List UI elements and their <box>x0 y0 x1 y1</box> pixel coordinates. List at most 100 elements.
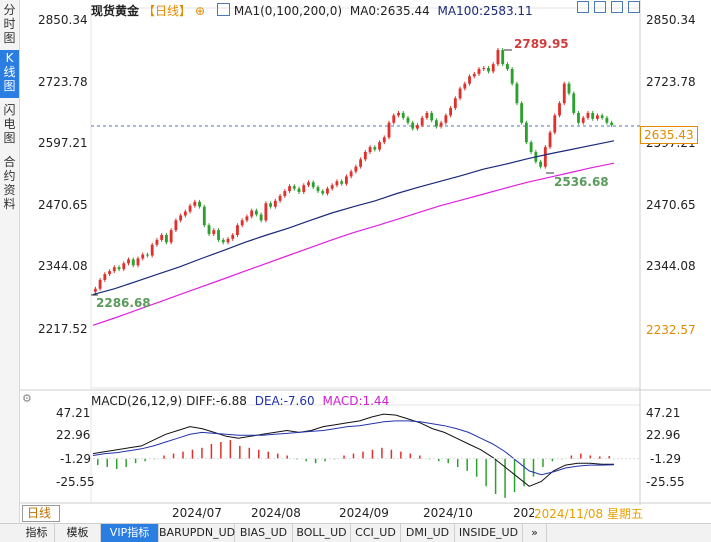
right-tick-4: 2344.08 <box>646 259 696 273</box>
candle <box>93 288 97 292</box>
macd-value: MACD:1.44 <box>322 394 390 408</box>
tab-contract-info[interactable]: 合约资料 <box>3 155 16 211</box>
tab-bias[interactable]: BIAS_UD <box>235 524 293 542</box>
ma0-label: MA0:2635.44 <box>349 4 430 18</box>
macd-settings-icon[interactable]: ⚙ <box>22 392 32 405</box>
y-tick-4: 2344.08 <box>38 259 88 273</box>
x-label-1: 2024/08 <box>251 506 301 520</box>
candle <box>307 182 310 186</box>
candle <box>506 64 509 69</box>
low1-annotation: 2286.68 <box>96 296 151 310</box>
period-label[interactable]: 【日线】 <box>143 4 192 18</box>
candle <box>373 147 377 150</box>
candle <box>236 225 239 236</box>
candle <box>335 181 339 186</box>
candle <box>363 152 367 160</box>
candle <box>212 230 216 235</box>
tab-timeshare[interactable]: 分时图 <box>3 3 16 45</box>
x-label-0: 2024/07 <box>172 506 222 520</box>
candle <box>430 112 434 121</box>
zoom-in-icon[interactable] <box>577 1 589 13</box>
candle <box>482 68 486 70</box>
candle <box>164 235 168 243</box>
tab-flash[interactable]: 闪电图 <box>3 103 16 145</box>
right-arrow-icon[interactable] <box>628 1 640 13</box>
candle <box>183 211 187 216</box>
candle <box>160 235 164 240</box>
candle <box>259 214 263 221</box>
macd-dea-line <box>92 420 615 476</box>
candle <box>397 112 400 116</box>
tab-cci[interactable]: CCI_UD <box>351 524 401 542</box>
y-tick-3: 2470.65 <box>38 198 88 212</box>
candle <box>349 171 353 177</box>
candle <box>98 279 102 289</box>
tab-inside[interactable]: INSIDE_UD <box>455 524 523 542</box>
candle <box>468 76 471 84</box>
tab-vip-indicators[interactable]: VIP指标 <box>101 524 159 542</box>
candle <box>401 112 405 118</box>
candle <box>179 215 183 221</box>
tab-barupdn[interactable]: BARUPDN_UD <box>159 524 235 542</box>
moving-averages-group <box>92 140 615 326</box>
macd-y-tick-2: -1.29 <box>60 452 91 466</box>
bottom-tab-bar: 指标 模板 VIP指标 BARUPDN_UD BIAS_UD BOLL_UD C… <box>0 523 711 542</box>
y-tick-1: 2723.78 <box>38 75 88 89</box>
left-arrow-icon[interactable] <box>611 1 623 13</box>
candle <box>553 115 557 133</box>
macd-legend: MACD(26,12,9) DIFF:-6.88 DEA:-7.60 MACD:1… <box>91 394 393 408</box>
candle <box>472 73 476 77</box>
zoom-out-icon[interactable] <box>594 1 606 13</box>
candle <box>444 115 448 123</box>
candle <box>434 120 438 127</box>
ma-settings-icon[interactable]: ⊕ <box>195 4 206 18</box>
macd-y-tick-1: 22.96 <box>56 428 90 442</box>
candle <box>529 142 533 153</box>
candle <box>193 201 197 206</box>
candle <box>117 267 121 270</box>
candle <box>103 274 107 280</box>
candle <box>278 195 282 201</box>
more-tabs-icon[interactable]: » <box>523 524 547 542</box>
candle <box>112 267 116 272</box>
candle <box>416 125 419 129</box>
tab-indicators[interactable]: 指标 <box>19 524 55 542</box>
candle <box>108 271 111 275</box>
candle <box>524 122 528 143</box>
candle <box>292 186 296 189</box>
instrument-name: 现货黄金 <box>91 4 140 18</box>
candle <box>439 122 443 127</box>
tab-kline[interactable]: K线图 <box>0 50 19 98</box>
candle <box>605 117 609 123</box>
candle <box>297 188 301 193</box>
ma100-label: MA100:2583.11 <box>437 4 533 18</box>
candle <box>539 161 543 167</box>
candle <box>311 182 315 188</box>
candle <box>254 210 258 215</box>
ma-label: MA1(0,100,200,0) <box>233 4 343 18</box>
macd-group <box>92 413 640 498</box>
ma100-line <box>92 140 615 296</box>
period-selector[interactable]: 日线▲ <box>22 505 60 535</box>
y-tick-5: 2217.52 <box>38 322 88 336</box>
macd-right-tick-1: 22.96 <box>646 428 680 442</box>
ma-config-icon[interactable] <box>216 3 230 16</box>
candle <box>453 98 457 109</box>
candle <box>221 239 225 243</box>
candle <box>577 112 580 123</box>
candle <box>359 159 363 167</box>
macd-y-tick-3: -25.55 <box>56 475 95 489</box>
candle <box>501 49 505 65</box>
tab-dmi[interactable]: DMI_UD <box>401 524 455 542</box>
candle <box>548 132 552 148</box>
candle <box>340 181 344 184</box>
candle <box>586 112 590 118</box>
current-price-tag: 2635.43 <box>640 126 698 144</box>
tab-templates[interactable]: 模板 <box>55 524 101 542</box>
tab-boll[interactable]: BOLL_UD <box>293 524 351 542</box>
low2-annotation: 2536.68 <box>554 175 609 189</box>
x-label-2: 2024/09 <box>339 506 389 520</box>
candle <box>567 83 571 94</box>
candle <box>496 49 500 65</box>
